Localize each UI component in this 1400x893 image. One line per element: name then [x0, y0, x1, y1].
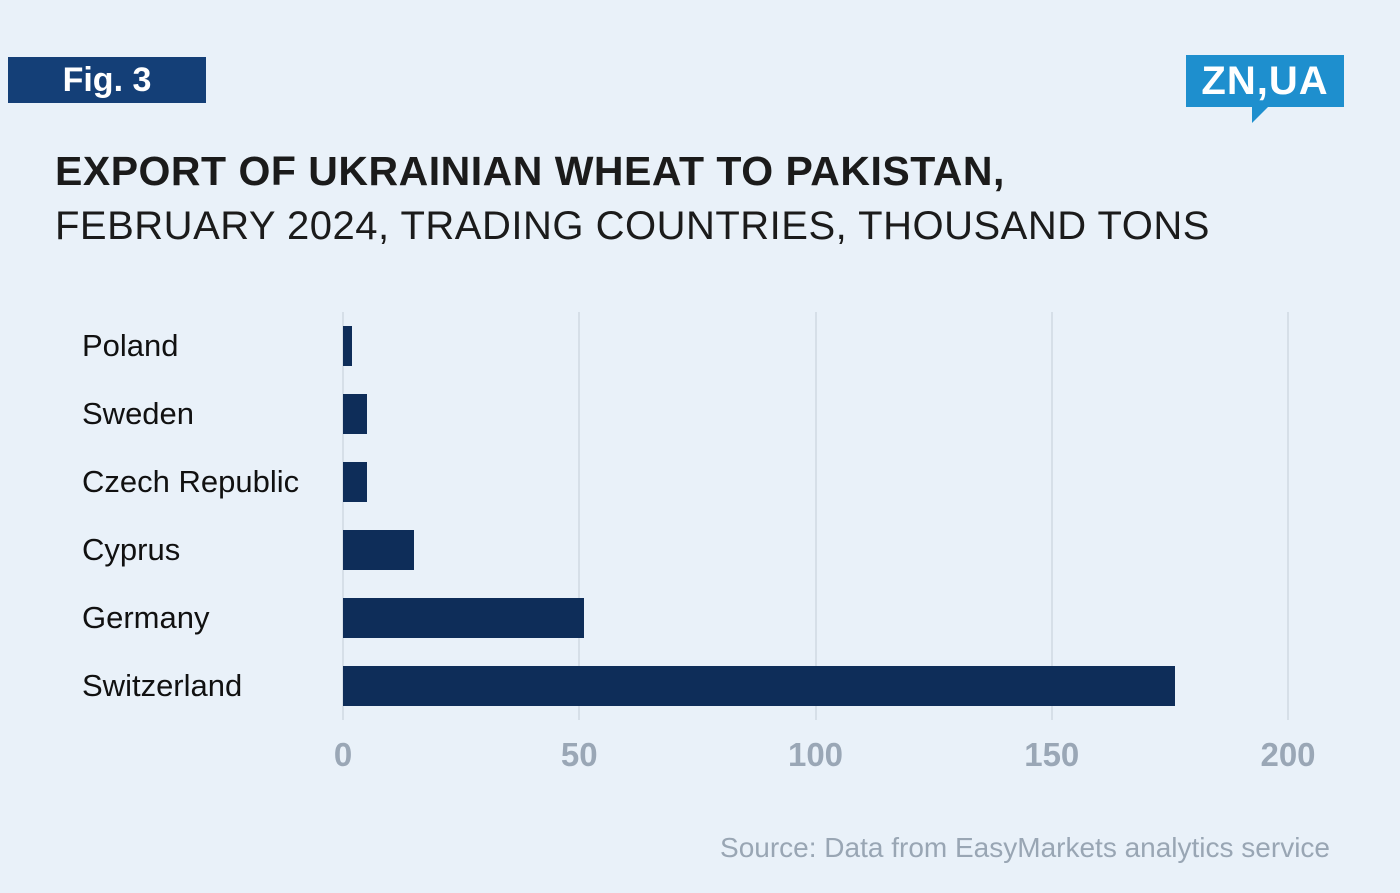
category-label-switzerland: Switzerland [82, 668, 243, 703]
chart-row: Cyprus [82, 516, 1288, 584]
logo-speech-tail [1252, 107, 1268, 123]
bar-track [343, 462, 1288, 502]
category-label-poland: Poland [82, 328, 179, 363]
znua-logo: ZN,UA [1186, 55, 1344, 123]
gridline-0 [342, 312, 344, 720]
bar-track [343, 598, 1288, 638]
bar-poland [343, 326, 353, 366]
chart-row: Poland [82, 312, 1288, 380]
x-tick-label-200: 200 [1260, 736, 1316, 773]
chart-rows: Poland Sweden Czech Republic Cyprus Germany S… [82, 312, 1288, 720]
bar-track [343, 326, 1288, 366]
category-label-czech-republic: Czech Republic [82, 464, 300, 499]
logo-text: ZN,UA [1201, 58, 1329, 103]
bar-chart: Poland Sweden Czech Republic Cyprus Germany S… [82, 312, 1332, 792]
bar-track [343, 530, 1288, 570]
chart-row: Switzerland [82, 652, 1288, 720]
bar-track [343, 666, 1288, 706]
bar-sweden [343, 394, 367, 434]
gridline-50 [578, 312, 581, 720]
bar-track [343, 394, 1288, 434]
chart-row: Czech Republic [82, 448, 1288, 516]
plot-area [342, 312, 1289, 720]
gridline-200 [1287, 312, 1289, 720]
bar-switzerland [343, 666, 1175, 706]
bar-czech-republic [343, 462, 367, 502]
source-credit: Source: Data from EasyMarkets analytics … [720, 832, 1330, 863]
x-tick-label-150: 150 [1024, 736, 1080, 773]
figure-label: Fig. 3 [62, 60, 152, 99]
chart-title: EXPORT OF UKRAINIAN WHEAT TO PAKISTAN, F… [55, 148, 1210, 249]
gridline-150 [1050, 312, 1053, 720]
x-tick-label-50: 50 [560, 736, 598, 773]
chart-row: Sweden [82, 380, 1288, 448]
category-label-sweden: Sweden [82, 396, 195, 431]
gridline-100 [814, 312, 817, 720]
chart-row: Germany [82, 584, 1288, 652]
category-label-cyprus: Cyprus [82, 532, 181, 567]
title-line-1: EXPORT OF UKRAINIAN WHEAT TO PAKISTAN, [55, 148, 1005, 194]
x-tick-label-100: 100 [787, 736, 844, 773]
figure-badge: Fig. 3 [8, 57, 206, 103]
bar-germany [343, 598, 584, 638]
category-label-germany: Germany [82, 600, 210, 635]
bar-cyprus [343, 530, 414, 570]
x-axis-ticks: 0 50 100 150 200 [334, 736, 1316, 780]
title-line-2: FEBRUARY 2024, TRADING COUNTRIES, THOUSA… [55, 204, 1210, 248]
x-tick-label-0: 0 [333, 736, 353, 773]
